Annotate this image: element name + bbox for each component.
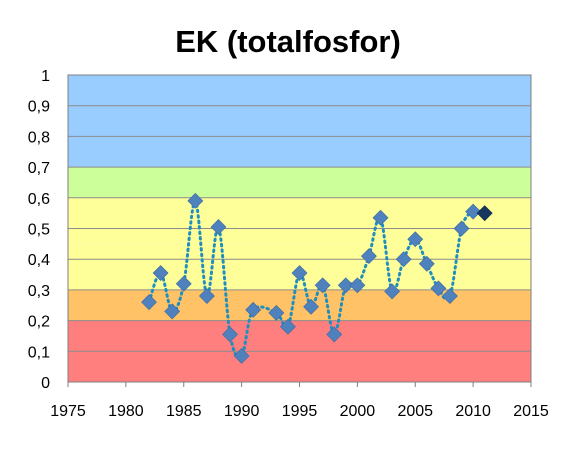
y-tick-label: 0,9 xyxy=(28,99,50,116)
data-point xyxy=(407,231,424,248)
data-point xyxy=(175,275,192,292)
x-tick-label: 1995 xyxy=(282,403,318,420)
data-point xyxy=(152,265,169,281)
data-point xyxy=(361,248,377,265)
data-point xyxy=(222,326,238,343)
data-point xyxy=(476,205,493,222)
data-point xyxy=(442,288,458,304)
x-tick-label: 2000 xyxy=(340,403,376,420)
y-tick-label: 0 xyxy=(41,375,50,392)
x-tick-label: 1980 xyxy=(108,403,144,420)
chart-title: EK (totalfosfor) xyxy=(175,24,401,59)
data-point xyxy=(465,203,482,220)
y-tick-label: 0,2 xyxy=(28,314,50,331)
y-tick-label: 0,3 xyxy=(28,283,50,300)
data-point xyxy=(141,294,157,311)
background-band xyxy=(68,197,531,244)
data-point xyxy=(291,265,308,281)
data-point xyxy=(384,283,401,300)
x-tick-label: 2005 xyxy=(397,403,433,420)
data-point xyxy=(326,326,343,343)
x-tick-label: 2015 xyxy=(513,403,549,420)
y-tick-label: 0,8 xyxy=(28,129,50,146)
y-tick-label: 0,7 xyxy=(28,160,50,177)
background-band xyxy=(68,75,531,168)
data-point xyxy=(418,255,435,272)
data-point xyxy=(164,303,181,320)
y-tick-label: 0,6 xyxy=(28,191,50,208)
background-band xyxy=(68,289,531,321)
data-point xyxy=(303,298,319,315)
x-tick-label: 2010 xyxy=(455,403,491,420)
y-axis-tick-labels: 0 0,1 0,2 0,3 0,4 0,5 0,6 0,7 0,8 0,9 1 xyxy=(28,68,50,392)
data-point xyxy=(268,305,285,321)
data-point xyxy=(233,347,250,364)
y-tick-label: 1 xyxy=(41,68,50,85)
x-axis-tick-labels: 1975 1980 1985 1990 1995 2000 2005 2010 2015 xyxy=(50,382,549,420)
data-point xyxy=(430,280,447,297)
data-point xyxy=(372,209,389,226)
data-point xyxy=(349,277,366,294)
data-point xyxy=(337,277,354,294)
y-tick-label: 0,4 xyxy=(28,252,50,269)
data-point xyxy=(453,220,470,237)
data-point xyxy=(314,277,331,294)
data-point xyxy=(280,318,296,335)
background-band xyxy=(68,167,531,198)
y-tick-label: 0,5 xyxy=(28,222,50,239)
data-point xyxy=(198,288,215,304)
x-tick-label: 1990 xyxy=(224,403,260,420)
data-points xyxy=(141,192,493,364)
data-point xyxy=(245,301,262,318)
data-point xyxy=(187,192,204,209)
y-tick-label: 0,1 xyxy=(28,344,50,361)
x-tick-label: 1975 xyxy=(50,403,86,420)
x-tick-label: 1985 xyxy=(166,403,202,420)
data-point xyxy=(210,219,227,235)
data-point xyxy=(395,251,412,268)
